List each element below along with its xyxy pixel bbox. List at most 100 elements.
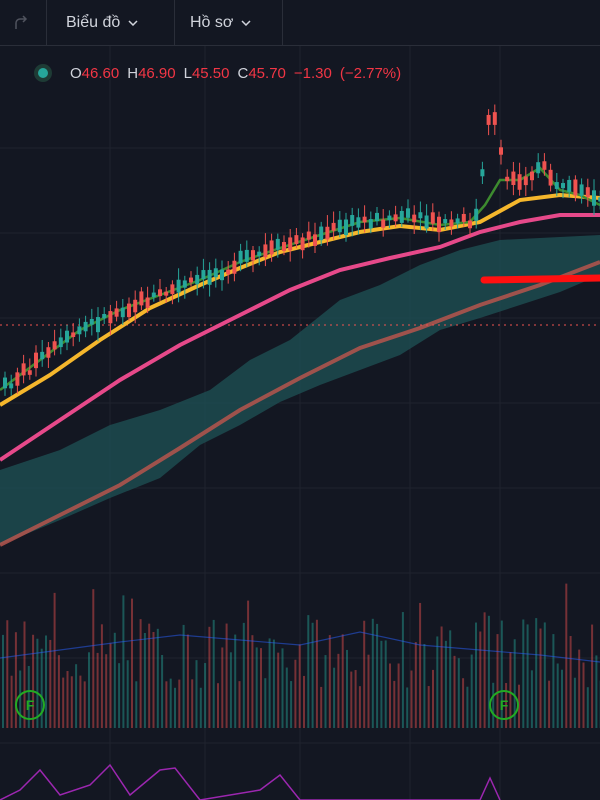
candle-body	[102, 313, 107, 319]
candle-body	[96, 317, 100, 333]
profile-menu-label: Hồ sơ	[190, 13, 234, 31]
candle-body	[27, 370, 32, 375]
volume-bar	[251, 635, 254, 728]
volume-bar	[307, 615, 310, 728]
volume-bar	[389, 663, 391, 728]
volume-bar	[131, 598, 133, 728]
volume-bar	[238, 681, 241, 728]
volume-bar	[466, 686, 469, 728]
high-value: 46.90	[138, 64, 176, 82]
candle-body	[523, 176, 528, 186]
volume-bar	[509, 652, 512, 728]
candle-body	[399, 210, 404, 223]
volume-bar	[161, 655, 164, 728]
volume-bar	[169, 678, 172, 728]
volume-bar	[298, 644, 301, 728]
ohlc-legend: O 46.60 H 46.90 L 45.50 C 45.70 −1.30 (−2.77…	[0, 60, 409, 86]
candle-body	[592, 190, 596, 206]
ma-slow-line	[0, 213, 600, 462]
volume-bar	[440, 626, 443, 728]
candle-body	[263, 244, 268, 258]
candle-body	[269, 240, 274, 255]
volume-bar	[376, 623, 379, 728]
toolbar-divider	[46, 0, 47, 45]
candle-body	[313, 234, 317, 246]
volume-bar	[591, 624, 594, 728]
volume-bar	[475, 622, 477, 728]
candle-body	[468, 220, 472, 229]
candle-body	[182, 280, 187, 288]
candle-body	[517, 174, 522, 190]
candle-body	[499, 147, 503, 155]
volume-bar	[62, 677, 65, 728]
price-chart[interactable]	[0, 46, 600, 800]
volume-bar	[36, 638, 39, 728]
candle-body	[319, 226, 324, 241]
candle-body	[337, 219, 342, 233]
volume-bar	[49, 639, 52, 728]
volume-bar	[45, 635, 47, 728]
candle-body	[362, 216, 367, 223]
close-value: 45.70	[248, 64, 286, 82]
event-marker[interactable]: F	[15, 690, 45, 720]
candle-body	[207, 269, 212, 285]
support-line-drawing	[480, 274, 600, 284]
volume-bar	[14, 632, 17, 728]
candle-body	[40, 351, 45, 360]
volume-bar	[148, 623, 151, 728]
volume-bar	[143, 632, 146, 728]
volume-bar	[432, 669, 434, 728]
volume-bar	[109, 643, 112, 728]
volume-bar	[122, 595, 125, 728]
volume-bar	[83, 681, 86, 728]
top-toolbar: Biểu đồ Hồ sơ	[0, 0, 600, 46]
chart-menu-button[interactable]: Biểu đồ	[66, 0, 138, 45]
status-dot-icon[interactable]	[34, 64, 52, 82]
candle-body	[238, 250, 243, 264]
volume-bar	[367, 654, 370, 728]
volume-bar	[410, 670, 413, 728]
profile-menu-button[interactable]: Hồ sơ	[190, 0, 251, 45]
candle-body	[344, 219, 348, 236]
candle-body	[511, 171, 516, 186]
volume-ma-line	[0, 631, 600, 663]
candle-body	[567, 179, 572, 192]
volume-bar	[565, 583, 568, 728]
candle-body	[461, 213, 466, 222]
candle-body	[251, 250, 255, 261]
candle-body	[474, 208, 479, 221]
volume-bar	[449, 630, 452, 728]
candle-body	[158, 289, 162, 297]
volume-bar	[427, 686, 430, 728]
volume-bar	[96, 652, 99, 728]
candle-body	[331, 222, 336, 231]
volume-bar	[272, 639, 275, 728]
volume-bar	[229, 652, 232, 728]
volume-bar	[320, 686, 323, 728]
candle-body	[189, 277, 193, 283]
open-key: O	[70, 64, 82, 82]
candle-body	[381, 219, 386, 228]
volume-bar	[268, 638, 271, 728]
volume-bar	[174, 687, 176, 728]
volume-bar	[113, 632, 116, 728]
volume-bar	[337, 653, 340, 728]
volume-bar	[57, 655, 60, 728]
volume-bar	[397, 663, 400, 728]
volume-bar	[212, 619, 215, 728]
chevron-down-icon	[241, 19, 251, 26]
volume-bar	[419, 602, 422, 728]
volume-bar	[294, 659, 297, 728]
volume-bar	[556, 663, 559, 728]
candle-body	[412, 214, 417, 223]
candle-body	[561, 183, 565, 189]
candle-body	[232, 260, 237, 274]
candle-body	[368, 219, 373, 229]
volume-bar	[303, 675, 305, 728]
candle-body	[275, 238, 280, 250]
candle-body	[542, 161, 547, 170]
event-marker[interactable]: F	[489, 690, 519, 720]
high-key: H	[127, 64, 139, 82]
redo-icon[interactable]	[14, 0, 28, 45]
candle-body	[449, 219, 454, 227]
